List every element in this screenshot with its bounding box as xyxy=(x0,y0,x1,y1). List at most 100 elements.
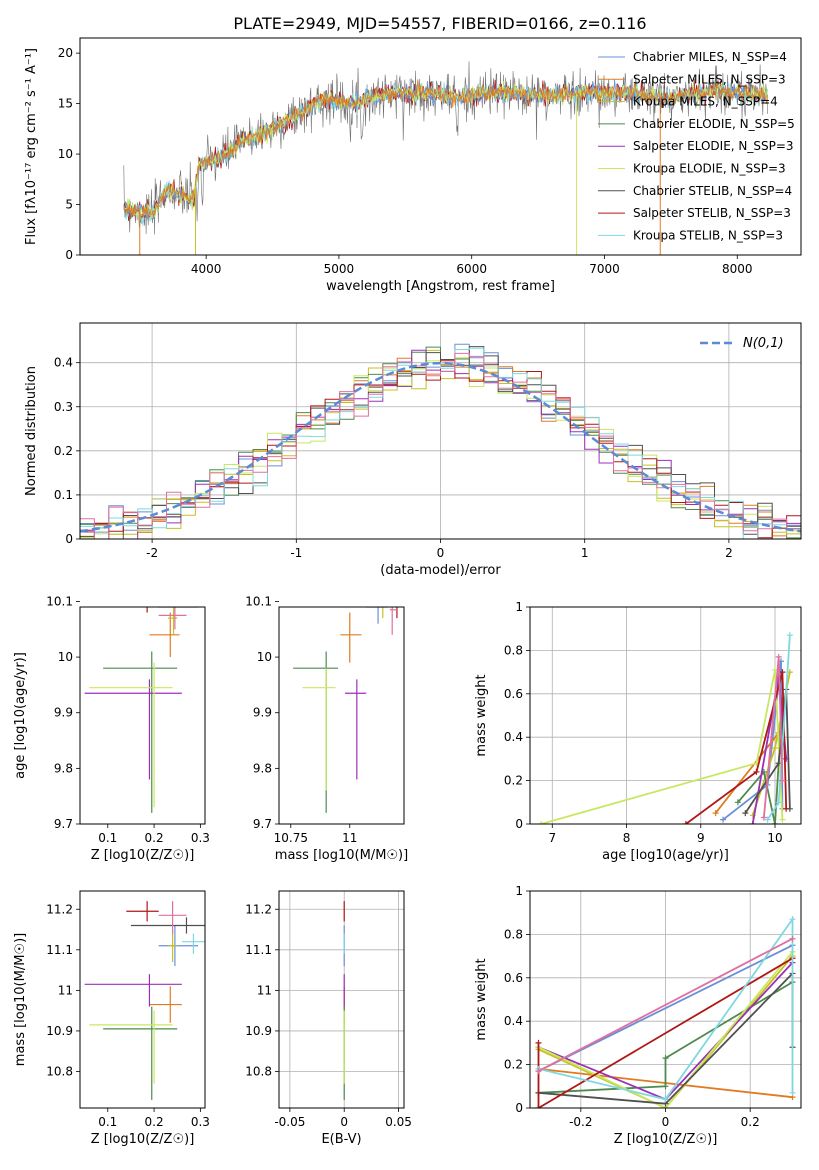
errorbar-point xyxy=(84,679,182,780)
panel-weight_vs_age: 7 8 9 10 0 0.2 0.4 0.6 0.8 1 age [log10(age/yr)] ma… xyxy=(474,600,802,863)
weight-point-marker xyxy=(772,821,779,824)
gaussian-reference-line xyxy=(80,361,801,533)
x-tick-label: 7 xyxy=(548,831,556,845)
x-tick-label: 11 xyxy=(342,831,357,845)
y-tick-label: 10.8 xyxy=(46,1064,73,1078)
weight-point-marker xyxy=(760,814,767,821)
plot-area-age_vs_mass xyxy=(293,607,398,813)
legend-entry: Kroupa ELODIE, N_SSP=3 xyxy=(633,162,786,176)
weight-series-line xyxy=(537,957,793,1108)
errorbar-point xyxy=(345,679,367,780)
y-tick-label: 11 xyxy=(58,983,73,997)
y-tick-label: 0.4 xyxy=(54,356,73,370)
x-tick-label: 9 xyxy=(697,831,705,845)
y-tick-label: 10.1 xyxy=(46,594,73,608)
x-tick-label: 0.2 xyxy=(741,1115,760,1129)
y-tick-label: 0.6 xyxy=(504,971,523,985)
errorbar-point xyxy=(131,562,205,579)
plot-area-mass_vs_Z xyxy=(84,901,205,1100)
x-tick-label: 5000 xyxy=(324,262,355,276)
x-tick-label: 7000 xyxy=(589,262,620,276)
plot-area-age_vs_Z xyxy=(84,562,205,813)
weight-point-marker xyxy=(535,1105,542,1108)
panel-spectrum: 4000 5000 6000 7000 8000 0 5 10 15 20 wavelength [… xyxy=(24,37,802,294)
weight-point-marker xyxy=(662,1096,669,1103)
plot-area-weight_vs_age xyxy=(538,632,793,824)
panel-age_vs_Z: 0.1 0.2 0.3 9.7 9.8 9.9 10 10.1 Z [log10(Z/Z☉)] a… xyxy=(13,562,210,863)
x-tick-label: 10 xyxy=(767,831,782,845)
y-tick-label: 10 xyxy=(58,650,73,664)
y-tick-label: 0 xyxy=(65,532,73,546)
y-tick-label: 0.3 xyxy=(54,400,73,414)
plot-area-residuals xyxy=(80,343,801,539)
y-tick-label: 10 xyxy=(257,650,272,664)
weight-series-line xyxy=(540,669,784,824)
y-tick-label: 0.4 xyxy=(504,1014,523,1028)
errorbar-point xyxy=(149,612,180,658)
y-tick-label: 0.8 xyxy=(504,643,523,657)
weight-lines xyxy=(535,916,796,1108)
legend-entry: Salpeter ELODIE, N_SSP=3 xyxy=(633,139,794,153)
y-tick-label: 0.2 xyxy=(504,1058,523,1072)
axes-frame xyxy=(79,890,206,1109)
weight-series-line xyxy=(538,937,793,1072)
x-tick-label: 0.05 xyxy=(385,1115,412,1129)
y-tick-label: 10.9 xyxy=(46,1024,73,1038)
y-axis-label: Normed distribution xyxy=(24,366,39,496)
axes-frame xyxy=(529,890,802,1109)
plot-area-spectrum xyxy=(123,61,768,255)
weight-point-marker xyxy=(764,816,771,823)
legend-entry: Kroupa STELIB, N_SSP=3 xyxy=(633,228,783,242)
errorbar-point xyxy=(149,986,182,1023)
errorbar-point xyxy=(181,933,205,954)
axes-frame xyxy=(79,37,802,256)
x-tick-label: 2 xyxy=(725,546,733,560)
y-tick-label: 1 xyxy=(515,884,523,898)
weight-point-marker xyxy=(775,653,782,660)
histogram-series xyxy=(80,349,801,539)
spectrum-legend: Chabrier MILES, N_SSP=4 Salpeter MILES, N… xyxy=(598,50,795,242)
y-tick-label: 0 xyxy=(515,1101,523,1115)
x-tick-label: 0 xyxy=(340,1115,348,1129)
plot-area-weight_vs_Z xyxy=(535,916,796,1108)
y-axis-label: age [log10(age/yr)] xyxy=(13,652,28,779)
y-tick-label: 0 xyxy=(65,248,73,262)
weight-series-line xyxy=(538,916,794,1101)
weight-point-marker xyxy=(538,821,545,824)
spectrum-lines xyxy=(123,61,768,255)
y-tick-label: 10.1 xyxy=(245,594,272,608)
errorbar-point xyxy=(158,607,187,630)
x-axis-label: Z [log10(Z/Z☉)] xyxy=(91,848,195,863)
x-axis-label: Z [log10(Z/Z☉)] xyxy=(91,1132,195,1147)
errorbar-point xyxy=(366,607,388,624)
errorbar-point xyxy=(84,974,182,1007)
x-tick-label: 0.2 xyxy=(145,1115,164,1129)
weight-point-marker xyxy=(786,632,793,639)
histogram-series xyxy=(80,352,801,539)
x-tick-label: 8 xyxy=(623,831,631,845)
errorbar-point xyxy=(293,651,338,813)
x-axis-label: E(B-V) xyxy=(321,1132,361,1147)
y-tick-label: 9.7 xyxy=(253,817,272,831)
histogram-lines xyxy=(80,343,801,539)
errorbar-points xyxy=(293,607,398,813)
x-tick-label: -2 xyxy=(146,546,158,560)
x-tick-label: 0.3 xyxy=(191,1115,210,1129)
y-tick-label: 9.8 xyxy=(253,761,272,775)
weight-point-marker xyxy=(775,799,782,806)
errorbar-point xyxy=(167,929,178,962)
x-tick-label: 6000 xyxy=(456,262,487,276)
weight-point-marker xyxy=(772,745,779,752)
weight-point-marker xyxy=(779,669,786,676)
weight-point-marker xyxy=(779,816,786,823)
panel-weight_vs_Z: -0.2 0 0.2 0 0.2 0.4 0.6 0.8 1 Z [log10(Z/Z☉)] mas… xyxy=(474,884,802,1147)
x-tick-label: -1 xyxy=(290,546,302,560)
weight-point-marker xyxy=(535,1039,542,1046)
x-axis-label: (data-model)/error xyxy=(380,563,501,578)
legend-entry: Chabrier MILES, N_SSP=4 xyxy=(633,50,787,64)
weight-point-marker xyxy=(789,1089,796,1096)
errorbar-point xyxy=(382,607,384,619)
weight-point-marker xyxy=(749,821,756,824)
y-tick-label: 9.8 xyxy=(54,761,73,775)
weight-point-marker xyxy=(789,916,796,923)
